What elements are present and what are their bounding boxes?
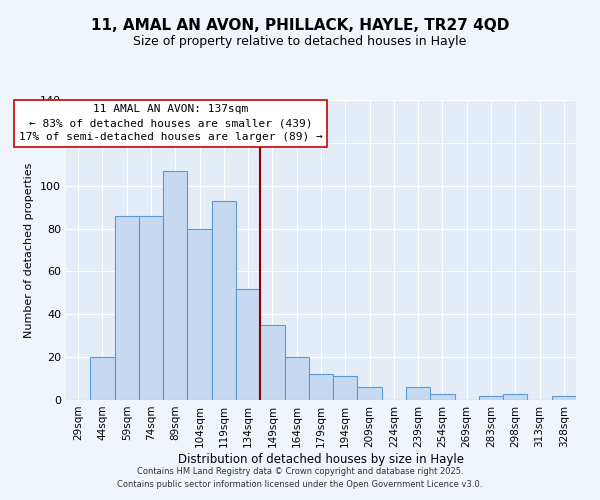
Bar <box>479 396 503 400</box>
X-axis label: Distribution of detached houses by size in Hayle: Distribution of detached houses by size … <box>178 452 464 466</box>
Bar <box>503 394 527 400</box>
Bar <box>187 228 212 400</box>
Bar <box>552 396 576 400</box>
Bar <box>139 216 163 400</box>
Bar <box>212 200 236 400</box>
Bar <box>309 374 333 400</box>
Y-axis label: Number of detached properties: Number of detached properties <box>25 162 34 338</box>
Text: Contains HM Land Registry data © Crown copyright and database right 2025.: Contains HM Land Registry data © Crown c… <box>137 467 463 476</box>
Bar <box>163 170 187 400</box>
Bar <box>333 376 358 400</box>
Text: 11, AMAL AN AVON, PHILLACK, HAYLE, TR27 4QD: 11, AMAL AN AVON, PHILLACK, HAYLE, TR27 … <box>91 18 509 32</box>
Bar <box>115 216 139 400</box>
Text: Contains public sector information licensed under the Open Government Licence v3: Contains public sector information licen… <box>118 480 482 489</box>
Text: 11 AMAL AN AVON: 137sqm
← 83% of detached houses are smaller (439)
17% of semi-d: 11 AMAL AN AVON: 137sqm ← 83% of detache… <box>19 104 322 142</box>
Bar <box>430 394 455 400</box>
Bar <box>260 325 284 400</box>
Bar <box>284 357 309 400</box>
Text: Size of property relative to detached houses in Hayle: Size of property relative to detached ho… <box>133 35 467 48</box>
Bar <box>90 357 115 400</box>
Bar <box>236 288 260 400</box>
Bar <box>358 387 382 400</box>
Bar <box>406 387 430 400</box>
